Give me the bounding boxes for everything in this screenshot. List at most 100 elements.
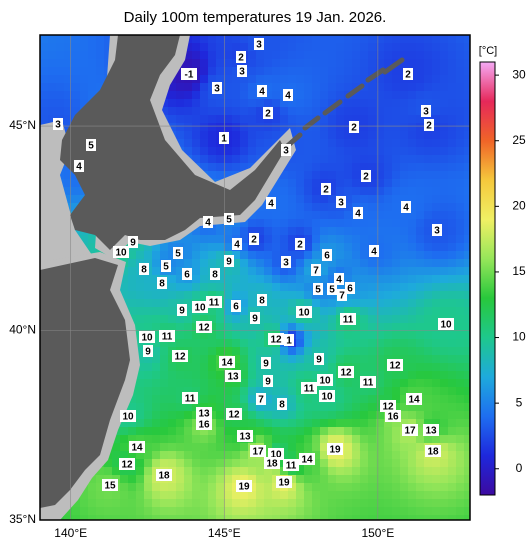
- temperature-cell: [464, 107, 470, 116]
- temperature-cell: [440, 379, 449, 388]
- temperature-cell: [464, 275, 470, 284]
- temperature-cell: [384, 43, 393, 52]
- temperature-cell: [264, 83, 273, 92]
- temperature-cell: [224, 403, 233, 412]
- temperature-cell: [336, 435, 345, 444]
- temperature-cell: [368, 491, 377, 500]
- temperature-cell: [232, 339, 241, 348]
- temperature-cell: [216, 387, 225, 396]
- temperature-cell: [416, 227, 425, 236]
- temperature-cell: [200, 235, 209, 244]
- label-box: [257, 85, 267, 97]
- label-box: [403, 68, 413, 80]
- temperature-cell: [232, 451, 241, 460]
- temperature-cell: [328, 451, 337, 460]
- temperature-cell: [160, 371, 169, 380]
- label-box: [128, 236, 138, 248]
- temperature-cell: [216, 115, 225, 124]
- temperature-cell: [360, 51, 369, 60]
- temperature-cell: [368, 467, 377, 476]
- temperature-cell: [408, 507, 417, 516]
- temperature-cell: [456, 315, 465, 324]
- temperature-cell: [400, 403, 409, 412]
- temperature-cell: [376, 419, 385, 428]
- temperature-cell: [224, 339, 233, 348]
- temperature-cell: [392, 499, 401, 508]
- temperature-cell: [216, 499, 225, 508]
- temperature-cell: [432, 107, 441, 116]
- temperature-cell: [392, 435, 401, 444]
- temperature-cell: [352, 227, 361, 236]
- temperature-cell: [384, 171, 393, 180]
- temperature-cell: [288, 35, 297, 44]
- temperature-cell: [440, 251, 449, 260]
- temperature-cell: [328, 251, 337, 260]
- temperature-cell: [320, 363, 329, 372]
- temperature-cell: [416, 443, 425, 452]
- temperature-cell: [88, 483, 97, 492]
- temperature-cell: [176, 435, 185, 444]
- temperature-cell: [264, 139, 273, 148]
- temperature-cell: [384, 195, 393, 204]
- temperature-cell: [400, 251, 409, 260]
- temperature-cell: [152, 243, 161, 252]
- temperature-cell: [360, 483, 369, 492]
- temperature-cell: [248, 507, 257, 516]
- temperature-cell: [232, 507, 241, 516]
- temperature-cell: [416, 91, 425, 100]
- temperature-cell: [448, 387, 457, 396]
- temperature-cell: [344, 387, 353, 396]
- temperature-cell: [320, 451, 329, 460]
- temperature-cell: [64, 75, 73, 84]
- temperature-cell: [392, 427, 401, 436]
- temperature-cell: [216, 331, 225, 340]
- temperature-cell: [400, 227, 409, 236]
- temperature-cell: [448, 443, 457, 452]
- temperature-cell: [240, 451, 249, 460]
- temperature-cell: [352, 107, 361, 116]
- temperature-cell: [304, 171, 313, 180]
- temperature-cell: [320, 91, 329, 100]
- temperature-cell: [152, 259, 161, 268]
- temperature-cell: [160, 243, 169, 252]
- temperature-cell: [344, 403, 353, 412]
- temperature-cell: [256, 507, 265, 516]
- temperature-cell: [416, 491, 425, 500]
- temperature-cell: [392, 155, 401, 164]
- temperature-label: 2: [297, 240, 303, 251]
- temperature-cell: [168, 435, 177, 444]
- temperature-cell: [416, 51, 425, 60]
- label-box: [172, 350, 188, 362]
- temperature-cell: [376, 163, 385, 172]
- temperature-cell: [80, 499, 89, 508]
- temperature-cell: [144, 323, 153, 332]
- temperature-cell: [328, 179, 337, 188]
- temperature-cell: [400, 443, 409, 452]
- temperature-cell: [64, 171, 73, 180]
- temperature-cell: [328, 507, 337, 516]
- temperature-cell: [288, 347, 297, 356]
- temperature-cell: [320, 83, 329, 92]
- temperature-cell: [456, 483, 465, 492]
- temperature-cell: [144, 251, 153, 260]
- temperature-cell: [400, 99, 409, 108]
- temperature-cell: [176, 459, 185, 468]
- temperature-cell: [384, 507, 393, 516]
- temperature-cell: [440, 243, 449, 252]
- temperature-cell: [120, 491, 129, 500]
- temperature-cell: [320, 419, 329, 428]
- temperature-cell: [400, 467, 409, 476]
- label-box: [277, 398, 287, 410]
- temperature-cell: [144, 275, 153, 284]
- temperature-cell: [80, 491, 89, 500]
- y-tick-label: 45°N: [9, 118, 36, 132]
- temperature-cell: [152, 379, 161, 388]
- temperature-cell: [200, 291, 209, 300]
- temperature-cell: [296, 195, 305, 204]
- temperature-cell: [344, 75, 353, 84]
- label-box: [182, 392, 198, 404]
- temperature-cell: [72, 59, 81, 68]
- temperature-cell: [376, 475, 385, 484]
- temperature-cell: [336, 507, 345, 516]
- temperature-cell: [360, 107, 369, 116]
